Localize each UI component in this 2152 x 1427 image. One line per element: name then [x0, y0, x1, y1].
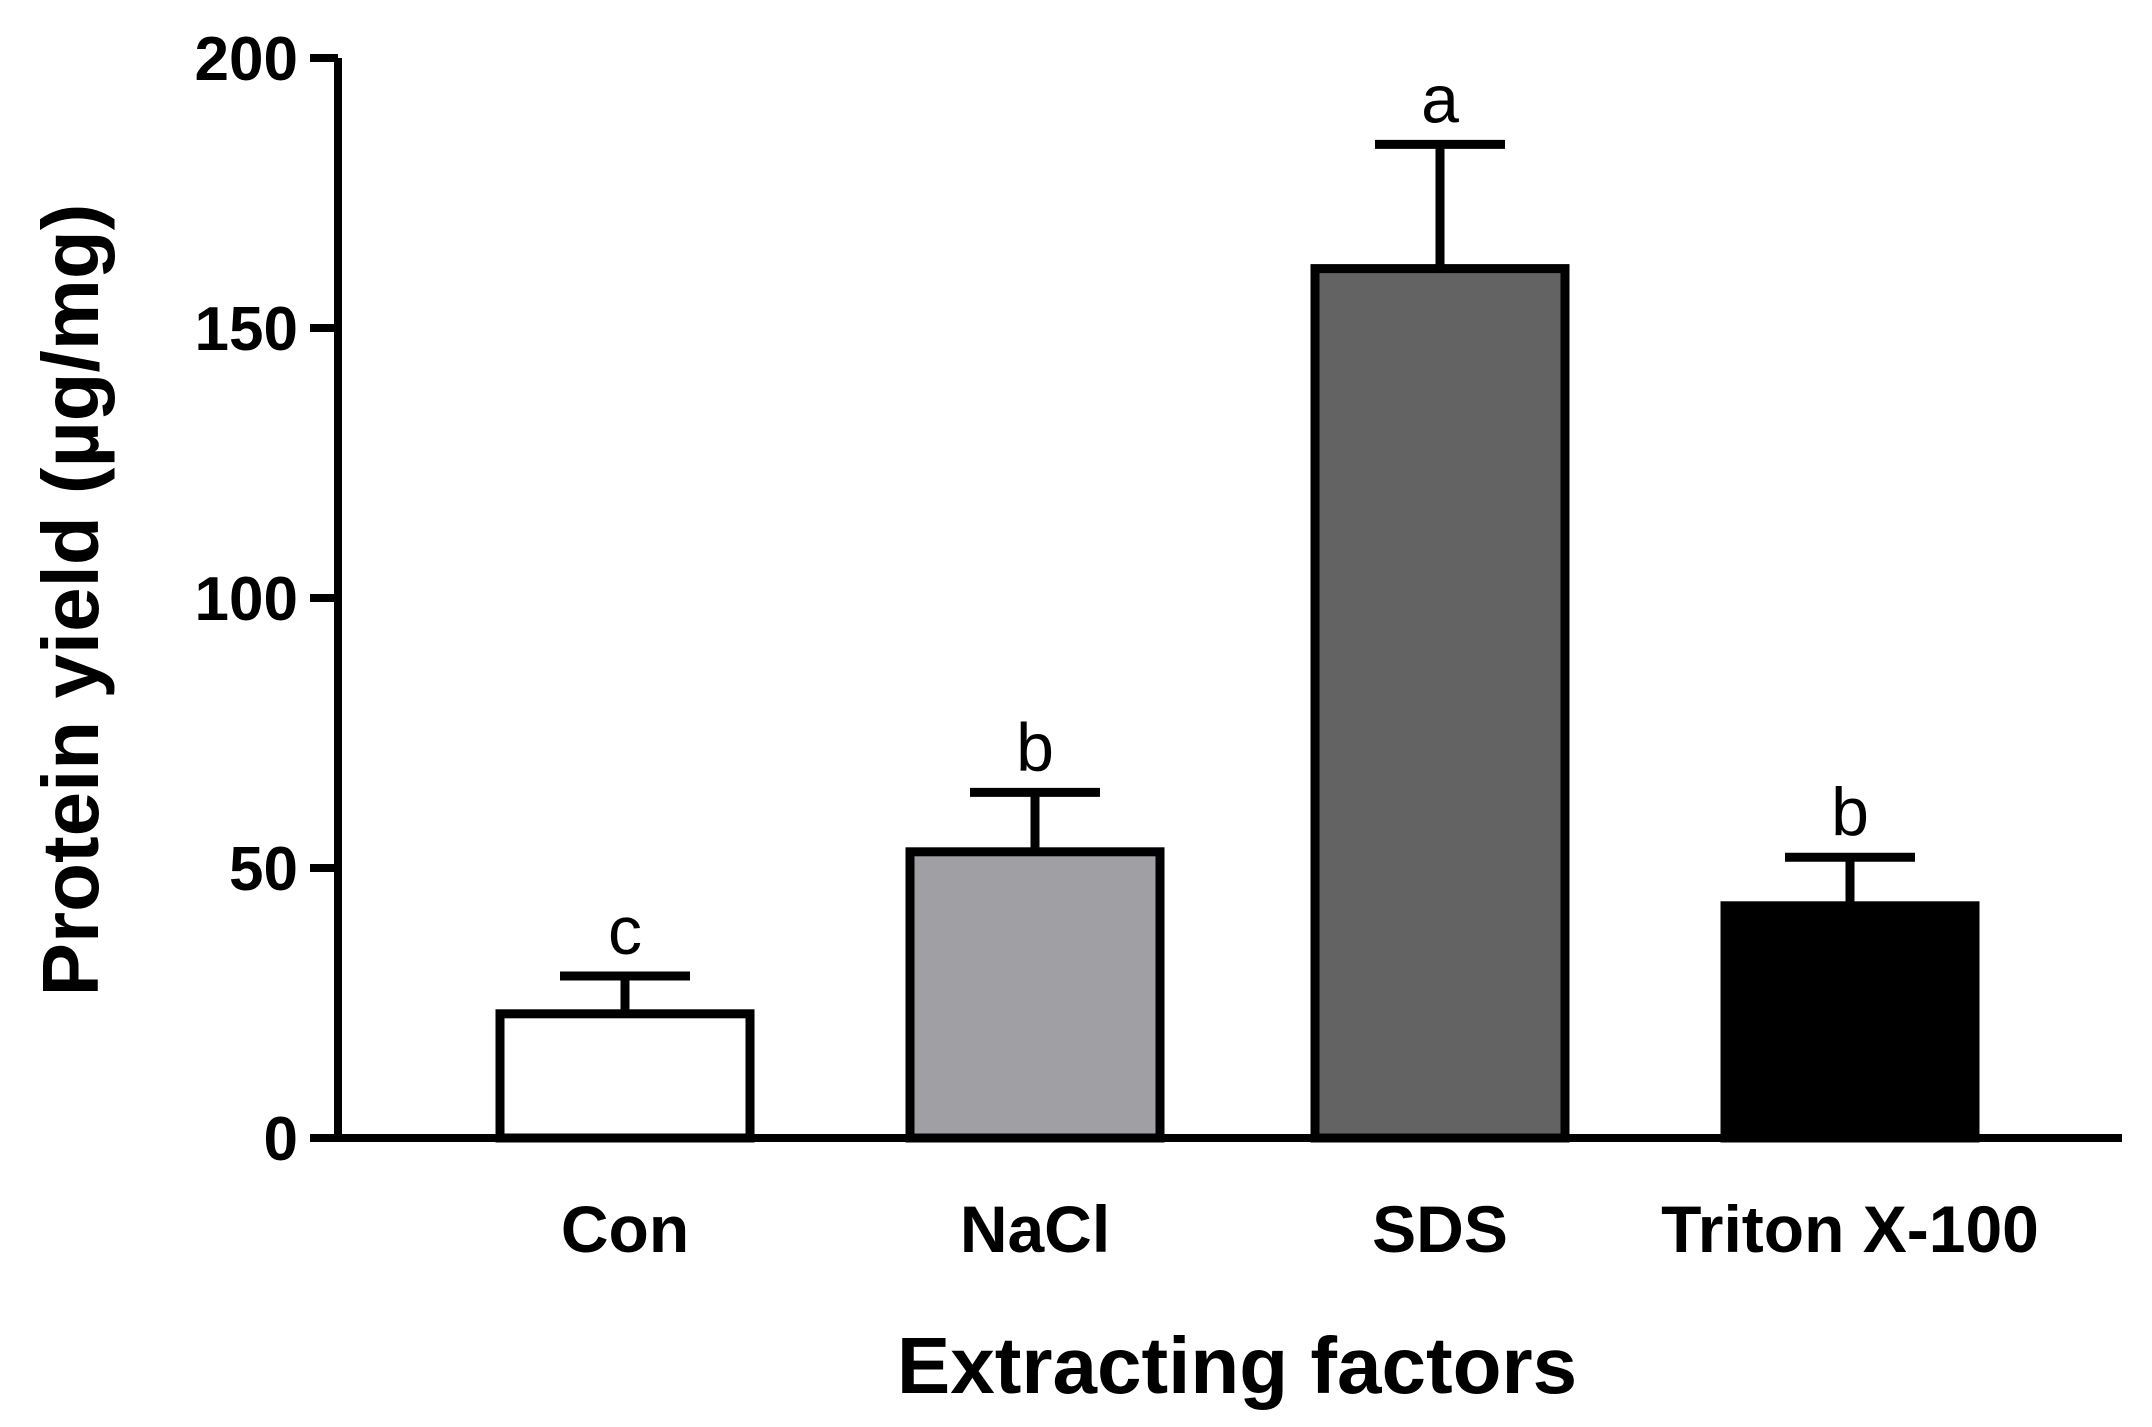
significance-label-con: c [608, 893, 642, 969]
y-axis-title: Protein yield (µg/mg) [26, 204, 115, 997]
x-tick-label-nacl: NaCl [960, 1192, 1110, 1266]
y-axis-ticks: 0 50 100 150 200 [195, 25, 338, 1174]
bar-con [495, 1009, 755, 1143]
y-tick-label-100: 100 [195, 565, 298, 634]
x-tick-label-triton-x-100: Triton X-100 [1661, 1192, 2039, 1266]
error-bars-group [560, 139, 1915, 1014]
error-bar-sds [1375, 139, 1505, 269]
error-bar-triton-x-100 [1785, 852, 1915, 906]
error-bar-nacl [970, 787, 1100, 852]
bar-nacl [905, 847, 1165, 1143]
bar-sds [1310, 264, 1570, 1143]
x-axis-tick-labels: Con NaCl SDS Triton X-100 [561, 1192, 2039, 1266]
x-tick-label-sds: SDS [1372, 1192, 1508, 1266]
bars-group [495, 264, 1980, 1143]
x-tick-label-con: Con [561, 1192, 689, 1266]
y-tick-label-0: 0 [264, 1105, 298, 1174]
y-tick-label-150: 150 [195, 295, 298, 364]
significance-label-sds: a [1421, 61, 1459, 137]
error-bar-con [560, 971, 690, 1014]
x-axis-title: Extracting factors [897, 1321, 1577, 1410]
significance-label-nacl: b [1016, 709, 1054, 785]
significance-labels-group: c b a b [608, 61, 1869, 969]
y-tick-label-200: 200 [195, 25, 298, 94]
significance-label-triton-x-100: b [1831, 774, 1869, 850]
y-tick-label-50: 50 [229, 835, 298, 904]
bar-triton-x-100 [1720, 901, 1980, 1143]
